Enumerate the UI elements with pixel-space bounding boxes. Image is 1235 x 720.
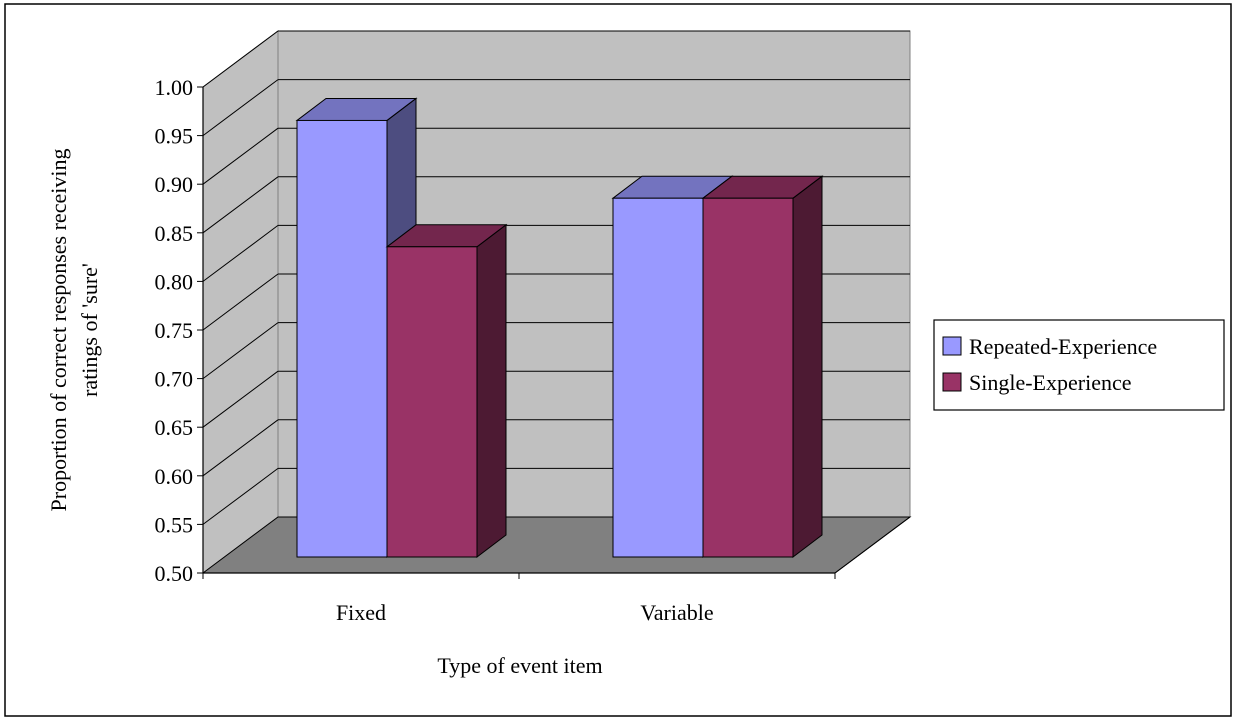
gridline-side	[202, 79, 279, 137]
y-tick-label: 0.80	[155, 269, 194, 294]
legend-swatch	[942, 336, 962, 356]
y-tick-label: 0.75	[155, 318, 194, 343]
bar-side	[792, 175, 823, 559]
y-tick-label: 0.85	[155, 221, 194, 246]
y-axis-label-line-2: ratings of 'sure'	[77, 263, 102, 397]
x-tick-label: Variable	[640, 600, 713, 625]
legend-box	[933, 319, 1225, 411]
legend-entry: Repeated-Experience	[969, 334, 1157, 359]
y-tick-label: 0.55	[155, 512, 194, 537]
y-tick-label: 0.70	[155, 367, 194, 392]
y-tick-label: 0.95	[155, 124, 194, 149]
x-tick-label: Fixed	[336, 600, 386, 625]
plot-area: 0.50 0.55 0.60 0.65 0.70 0.75 0.80 0.85 0.90 0.95…	[155, 30, 912, 625]
gridline-side	[202, 30, 279, 88]
bar	[386, 246, 478, 558]
gridline-side	[202, 127, 279, 185]
bar	[612, 197, 704, 558]
bar	[702, 197, 794, 558]
legend-swatch	[942, 372, 962, 392]
y-tick-label: 0.90	[155, 172, 194, 197]
gridline-side	[202, 370, 279, 428]
legend: Repeated-Experience Single-Experience	[933, 319, 1225, 411]
y-tick-label: 1.00	[155, 75, 194, 100]
gridline-side	[202, 273, 279, 331]
gridline-side	[202, 467, 279, 525]
floor-edge	[834, 516, 911, 574]
gridline-side	[202, 224, 279, 282]
y-tick-label: 0.65	[155, 415, 194, 440]
bar-side	[476, 223, 507, 559]
bar	[296, 119, 388, 558]
legend-entry: Single-Experience	[969, 370, 1132, 395]
gridline-side	[202, 419, 279, 477]
y-tick-label: 0.50	[155, 561, 194, 586]
x-axis-label: Type of event item	[437, 653, 602, 678]
y-tick-label: 0.60	[155, 464, 194, 489]
y-axis-label: Proportion of correct responses receivin…	[46, 149, 71, 512]
gridline-side	[202, 322, 279, 380]
gridline-side	[202, 176, 279, 234]
